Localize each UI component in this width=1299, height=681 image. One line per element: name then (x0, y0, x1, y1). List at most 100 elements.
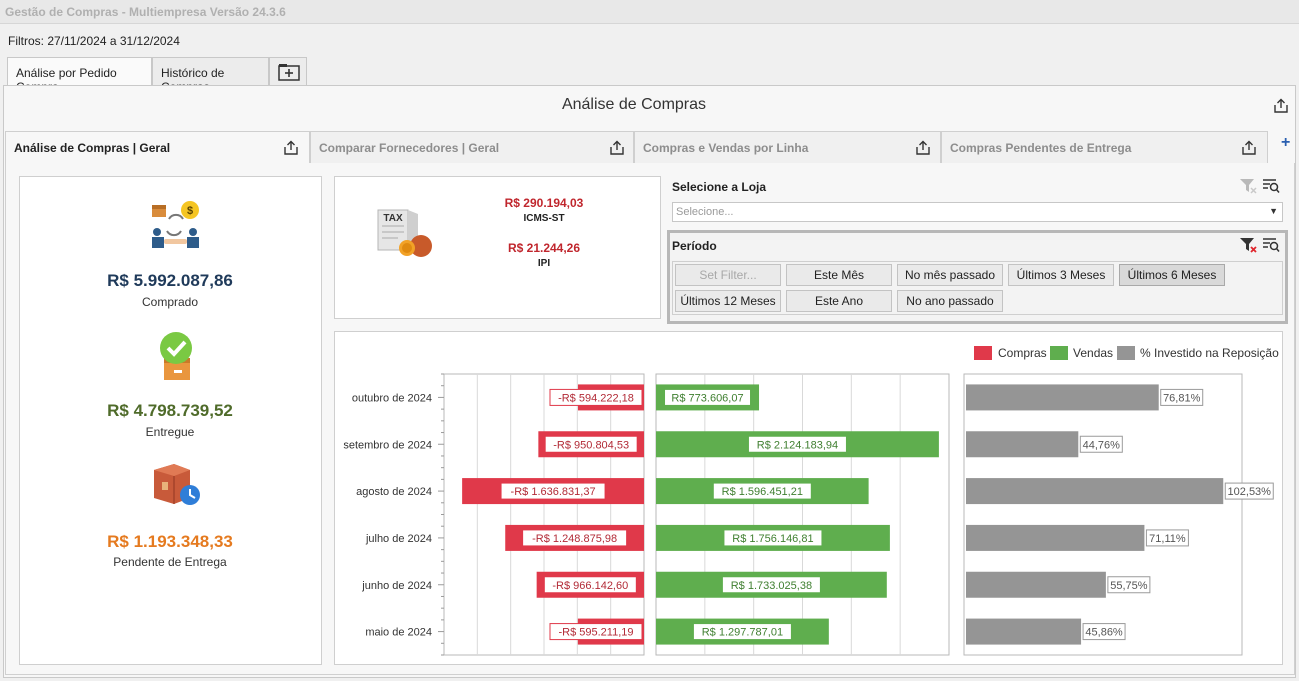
category-label: agosto de 2024 (356, 486, 432, 498)
data-label-box (543, 576, 637, 594)
add-subtab-icon[interactable]: + (1281, 134, 1291, 151)
data-label-investido: 45,86% (1085, 627, 1123, 639)
data-label-investido: 44,76% (1083, 439, 1121, 451)
pending-box-icon (154, 464, 200, 505)
kpi-entregue-value: R$ 4.798.739,52 (107, 401, 233, 420)
tax-panel (334, 176, 661, 319)
tab-historico-compras[interactable]: Histórico de Compras (152, 57, 269, 94)
legend-swatch-vendas (1050, 346, 1068, 360)
data-label-box (721, 576, 821, 594)
category-label: junho de 2024 (361, 580, 432, 592)
data-label-box (522, 529, 628, 547)
data-label-box (664, 388, 752, 406)
tax-document-icon: TAX (377, 209, 432, 257)
filters-text: Filtros: 27/11/2024 a 31/12/2024 (0, 25, 1299, 55)
category-label: outubro de 2024 (352, 392, 432, 404)
data-label-box (1107, 576, 1151, 594)
category-label: setembro de 2024 (343, 439, 432, 451)
este-ano-button[interactable]: Este Ano (786, 290, 892, 312)
subtab-compras-vendas-linha[interactable]: Compras e Vendas por Linha (634, 131, 941, 163)
search-filter-icon[interactable] (1262, 178, 1280, 194)
kpi-comprado-value: R$ 5.992.087,86 (107, 271, 233, 290)
data-label-box (1160, 388, 1204, 406)
legend-compras: Compras (998, 346, 1047, 360)
purchase-exchange-icon: $ (152, 201, 199, 248)
data-label-box (549, 623, 643, 641)
data-label-investido: 76,81% (1163, 392, 1201, 404)
category-label: julho de 2024 (365, 533, 432, 545)
kpi-comprado-label: Comprado (141, 295, 199, 309)
clear-filter-icon[interactable] (1239, 237, 1257, 253)
ultimos-6-meses-button[interactable]: Últimos 6 Meses (1119, 264, 1225, 286)
svg-text:$: $ (187, 205, 193, 217)
ultimos-12-meses-button[interactable]: Últimos 12 Meses (675, 290, 781, 312)
kpi-entregue-label: Entregue (145, 425, 195, 439)
icms-st-label: ICMS-ST (523, 213, 565, 224)
data-label-vendas: R$ 1.756.146,81 (732, 533, 813, 545)
add-tab-button[interactable] (269, 57, 307, 86)
subtab-comparar-fornecedores[interactable]: Comparar Fornecedores | Geral (310, 131, 634, 163)
subtab-label: Compras e Vendas por Linha (643, 141, 809, 155)
bar-investido (966, 524, 1145, 551)
data-label-vendas: R$ 1.297.787,01 (702, 627, 783, 639)
data-label-investido: 55,75% (1110, 580, 1148, 592)
data-label-compras: -R$ 595.211,19 (558, 627, 633, 639)
data-label-box (1224, 482, 1274, 500)
legend-swatch-investido (1117, 346, 1135, 360)
data-label-box (712, 482, 812, 500)
tab-analise-pedido-compra[interactable]: Análise por Pedido Compra (7, 57, 152, 94)
data-label-vendas: R$ 1.733.025,38 (731, 580, 812, 592)
ipi-value: R$ 21.244,26 (507, 241, 581, 255)
search-filter-icon[interactable] (1262, 237, 1280, 253)
subtab-analise-geral[interactable]: Análise de Compras | Geral (5, 131, 310, 164)
ultimos-3-meses-button[interactable]: Últimos 3 Meses (1008, 264, 1114, 286)
data-label-box (1079, 435, 1123, 453)
loja-select-placeholder: Selecione... (676, 206, 734, 218)
clear-filter-icon[interactable] (1239, 178, 1257, 194)
data-label-box (1082, 623, 1126, 641)
data-label-investido: 71,11% (1149, 533, 1186, 545)
data-label-box (747, 435, 847, 453)
subtab-label: Comparar Fornecedores | Geral (319, 141, 500, 155)
loja-label: Selecione a Loja (672, 180, 767, 194)
chevron-down-icon: ▼ (1269, 206, 1278, 216)
data-label-compras: -R$ 1.636.831,37 (511, 486, 596, 498)
subtab-label: Compras Pendentes de Entrega (950, 141, 1132, 155)
data-label-compras: -R$ 966.142,60 (552, 580, 628, 592)
data-label-vendas: R$ 2.124.183,94 (757, 439, 838, 451)
share-icon[interactable] (1241, 140, 1257, 156)
ipi-label: IPI (537, 258, 551, 269)
kpi-pendente-label: Pendente de Entrega (113, 555, 227, 569)
bar-investido (966, 431, 1079, 458)
subtab-compras-pendentes[interactable]: Compras Pendentes de Entrega (941, 131, 1268, 163)
loja-select[interactable]: Selecione... ▼ (672, 202, 1283, 222)
mes-passado-button[interactable]: No mês passado (897, 264, 1003, 286)
este-mes-button[interactable]: Este Mês (786, 264, 892, 286)
data-label-box (544, 435, 638, 453)
subtab-label: Análise de Compras | Geral (14, 141, 171, 155)
delivered-box-icon (160, 332, 192, 380)
add-tab-icon (278, 64, 300, 81)
legend-swatch-compras (974, 346, 992, 360)
legend-vendas: Vendas (1073, 346, 1114, 360)
bar-investido (966, 571, 1106, 598)
set-filter-button[interactable]: Set Filter... (675, 264, 781, 286)
kpi-pendente-value: R$ 1.193.348,33 (107, 532, 233, 551)
ano-passado-button[interactable]: No ano passado (897, 290, 1003, 312)
bar-investido (966, 618, 1082, 645)
data-label-vendas: R$ 1.596.451,21 (722, 486, 803, 498)
page-title: Análise de Compras (561, 96, 707, 113)
window-title: Gestão de Compras - Multiempresa Versão … (0, 0, 1299, 24)
share-icon[interactable] (609, 140, 625, 156)
category-label: maio de 2024 (365, 627, 432, 639)
data-label-compras: -R$ 594.222,18 (558, 392, 634, 404)
data-label-vendas: R$ 773.606,07 (671, 392, 743, 404)
data-label-box (1145, 529, 1189, 547)
share-icon[interactable] (283, 140, 299, 156)
share-icon[interactable] (915, 140, 931, 156)
legend-investido: % Investido na Reposição (1140, 346, 1279, 360)
data-label-box (500, 482, 606, 500)
icms-st-value: R$ 290.194,03 (504, 196, 584, 210)
data-label-compras: -R$ 1.248.875,98 (532, 533, 617, 545)
share-icon[interactable] (1273, 98, 1289, 114)
